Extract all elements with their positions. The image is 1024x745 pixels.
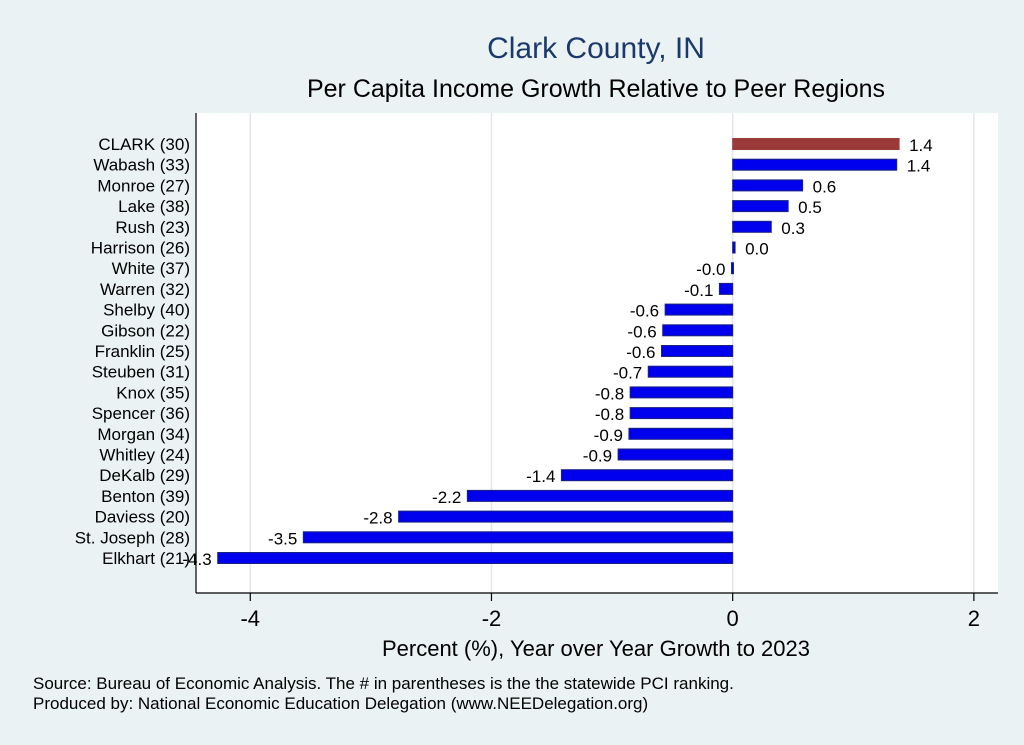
category-label: Daviess (20)	[95, 508, 190, 527]
category-label: Wabash (33)	[93, 156, 190, 175]
value-label: -1.4	[526, 467, 555, 486]
bar	[560, 469, 734, 482]
bar	[732, 241, 736, 254]
bar	[732, 200, 789, 213]
value-label: 0.0	[745, 240, 769, 259]
category-label: CLARK (30)	[98, 135, 190, 154]
bar	[629, 386, 734, 399]
value-label: -0.6	[627, 322, 656, 341]
bar	[732, 220, 772, 233]
value-label: -0.1	[684, 281, 713, 300]
bar	[628, 427, 734, 440]
bar	[732, 138, 900, 150]
bar	[302, 531, 734, 544]
category-label: Elkhart (21)	[102, 549, 190, 568]
category-label: Benton (39)	[101, 487, 190, 506]
value-label: -0.9	[583, 447, 612, 466]
value-label: 0.6	[813, 177, 837, 196]
value-label: -0.7	[613, 364, 642, 383]
value-label: -0.9	[594, 426, 623, 445]
category-label: Lake (38)	[118, 197, 190, 216]
category-label: DeKalb (29)	[99, 466, 190, 485]
bar	[647, 365, 734, 378]
value-label: -0.8	[595, 405, 624, 424]
bar	[617, 448, 734, 461]
category-label: Franklin (25)	[95, 342, 190, 361]
value-label: 0.5	[798, 198, 822, 217]
category-label: Knox (35)	[116, 383, 190, 402]
bar	[217, 552, 734, 564]
category-label: St. Joseph (28)	[75, 528, 190, 547]
value-label: 0.3	[781, 219, 805, 238]
category-label: Rush (23)	[115, 218, 190, 237]
value-label: -3.5	[268, 529, 297, 548]
value-label: -0.6	[626, 343, 655, 362]
source-note: Source: Bureau of Economic Analysis. The…	[33, 674, 734, 693]
category-label: Morgan (34)	[97, 425, 190, 444]
bar	[730, 262, 734, 275]
value-label: 1.4	[909, 136, 933, 155]
value-label: -4.3	[182, 550, 211, 569]
x-tick-label: 2	[968, 606, 980, 631]
bar	[466, 489, 734, 502]
category-label: Steuben (31)	[92, 363, 190, 382]
bars-group	[217, 138, 900, 564]
bar	[718, 282, 734, 295]
x-tick-label: 0	[727, 606, 739, 631]
category-labels: CLARK (30) Wabash (33)Monroe (27) Lake (38…	[75, 135, 190, 568]
value-label: 1.4	[907, 157, 931, 176]
bar	[732, 158, 898, 171]
x-tick-label: -2	[482, 606, 502, 631]
value-label: -2.8	[363, 509, 392, 528]
value-label: -0.0	[696, 260, 725, 279]
x-axis-label: Percent (%), Year over Year Growth to 20…	[382, 636, 810, 661]
chart-subtitle: Per Capita Income Growth Relative to Pee…	[307, 75, 885, 103]
value-labels: 1.41.40.60.50.30.0-0.0-0.1-0.6-0.6-0.6-0…	[182, 136, 932, 569]
category-label: Harrison (26)	[91, 239, 190, 258]
produced-by-note: Produced by: National Economic Education…	[33, 694, 648, 713]
category-label: Whitley (24)	[99, 446, 190, 465]
bar	[629, 407, 734, 420]
category-label: Gibson (22)	[101, 321, 190, 340]
bar	[661, 345, 734, 357]
value-label: -0.8	[595, 384, 624, 403]
bar	[664, 303, 734, 316]
value-label: -0.6	[630, 302, 659, 321]
chart-title: Clark County, IN	[487, 32, 705, 65]
value-label: -2.2	[432, 488, 461, 507]
bar	[398, 510, 734, 523]
bar	[662, 324, 734, 337]
category-label: Shelby (40)	[103, 301, 190, 320]
bar	[732, 179, 804, 192]
x-tick-label: -4	[240, 606, 260, 631]
category-label: Spencer (36)	[92, 404, 190, 423]
x-axis: -4 -2 0 2	[195, 113, 998, 631]
category-label: White (37)	[112, 259, 190, 278]
category-label: Monroe (27)	[97, 176, 190, 195]
category-label: Warren (32)	[100, 280, 190, 299]
